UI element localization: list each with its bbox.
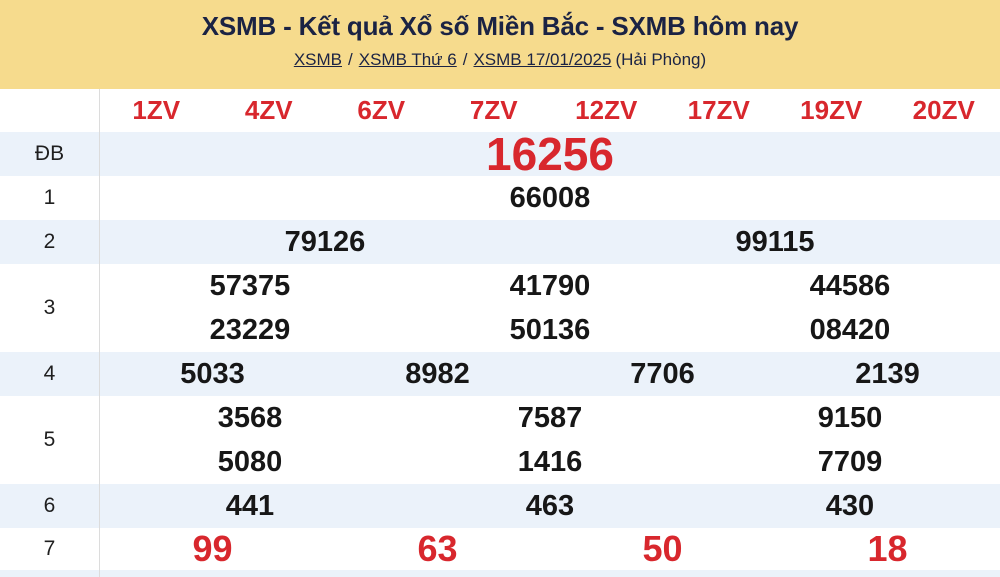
prize-row-label: 2 — [0, 220, 100, 264]
column-header-spacer — [0, 89, 100, 132]
prize-row-6: 6 441 463 430 — [0, 484, 1000, 528]
prize-number: 16256 — [486, 128, 614, 180]
prize-row-label: 1 — [0, 176, 100, 220]
breadcrumb-link-date[interactable]: XSMB 17/01/2025 — [473, 50, 612, 69]
prize-row-5: 5 3568 7587 9150 5080 1416 7709 — [0, 396, 1000, 484]
breadcrumb-region: (Hải Phòng) — [615, 50, 707, 69]
prize-row-label: 3 — [0, 264, 100, 352]
column-header: 19ZV — [800, 95, 863, 125]
next-row-label-spacer — [0, 570, 100, 577]
prize-row-4: 4 5033 8982 7706 2139 — [0, 352, 1000, 396]
prize-row-label: 6 — [0, 484, 100, 528]
prize-number: 99115 — [735, 225, 815, 258]
column-header: 12ZV — [575, 95, 638, 125]
next-row-partial — [0, 570, 1000, 577]
prize-row-ĐB: ĐB 16256 — [0, 128, 1000, 180]
prize-number: 5080 — [217, 445, 283, 478]
prize-number: 50 — [642, 528, 683, 569]
prize-number: 08420 — [809, 313, 891, 346]
prize-number: 57375 — [209, 269, 291, 302]
breadcrumb-link-xsmb[interactable]: XSMB — [293, 50, 342, 69]
page-title: XSMB - Kết quả Xổ số Miền Bắc - SXMB hôm… — [201, 11, 799, 41]
prize-number: 50136 — [509, 313, 591, 346]
prize-number: 8982 — [405, 357, 470, 390]
breadcrumb-separator: / — [348, 50, 353, 69]
prize-row-7: 7 99 63 50 18 — [0, 528, 1000, 570]
prize-number: 41790 — [509, 269, 591, 302]
prize-number: 66008 — [509, 181, 591, 214]
column-header: 17ZV — [687, 95, 750, 125]
prize-number: 3568 — [217, 401, 283, 434]
prize-number: 441 — [225, 489, 275, 522]
prize-number: 1416 — [517, 445, 583, 478]
column-header-row: 1ZV 4ZV 6ZV 7ZV 12ZV 17ZV 19ZV 20ZV — [0, 89, 1000, 132]
prize-row-1: 1 66008 — [0, 176, 1000, 220]
prize-number: 7709 — [817, 445, 883, 478]
breadcrumb: XSMB / XSMB Thứ 6 / XSMB 17/01/2025 (Hải Phòn… — [0, 50, 1000, 70]
header-banner: XSMB - Kết quả Xổ số Miền Bắc - SXMB hôm… — [0, 0, 1000, 89]
prize-row-label: 7 — [0, 528, 100, 570]
column-header: 7ZV — [469, 95, 518, 125]
results-table: 1ZV 4ZV 6ZV 7ZV 12ZV 17ZV 19ZV 20ZV ĐB 16… — [0, 89, 1000, 577]
breadcrumb-link-weekday[interactable]: XSMB Thứ 6 — [358, 50, 457, 69]
prize-number: 18 — [867, 528, 908, 569]
column-header: 4ZV — [244, 95, 293, 125]
prize-row-2: 2 79126 99115 — [0, 220, 1000, 264]
prize-row-label: 4 — [0, 352, 100, 396]
prize-number: 463 — [525, 489, 575, 522]
prize-number: 7706 — [630, 357, 695, 390]
column-header: 1ZV — [132, 95, 181, 125]
prize-number: 430 — [825, 489, 875, 522]
prize-number: 5033 — [180, 357, 245, 390]
results-table-body: ĐB 16256 1 66008 2 79126 99115 3 57375 41790 44586… — [0, 128, 1000, 570]
breadcrumb-separator: / — [462, 50, 468, 69]
prize-number: 44586 — [809, 269, 891, 302]
prize-number: 99 — [192, 528, 233, 569]
prize-number: 9150 — [817, 401, 883, 434]
prize-number: 7587 — [517, 401, 583, 434]
prize-number: 63 — [417, 528, 458, 569]
prize-number: 23229 — [209, 313, 291, 346]
prize-row-3: 3 57375 41790 44586 23229 50136 08420 — [0, 264, 1000, 352]
prize-row-label: 5 — [0, 396, 100, 484]
column-header: 6ZV — [357, 95, 406, 125]
prize-number: 2139 — [855, 357, 920, 390]
column-header: 20ZV — [912, 95, 975, 125]
prize-number: 79126 — [284, 225, 366, 258]
prize-row-label: ĐB — [0, 132, 100, 176]
